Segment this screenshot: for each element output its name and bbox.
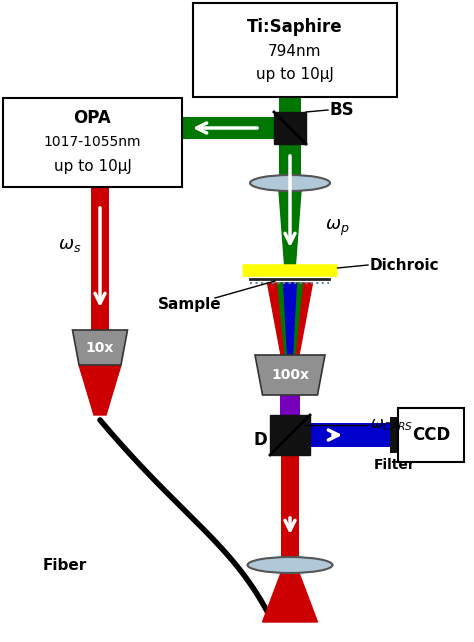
FancyBboxPatch shape: [398, 408, 464, 462]
Polygon shape: [79, 365, 121, 415]
Text: Dichroic: Dichroic: [370, 257, 439, 272]
Text: $\omega_s$: $\omega_s$: [58, 236, 82, 254]
Bar: [390, 417, 400, 453]
Polygon shape: [267, 283, 312, 355]
Text: 100x: 100x: [271, 368, 309, 382]
FancyBboxPatch shape: [3, 98, 182, 187]
Text: Sample: Sample: [158, 297, 222, 313]
Text: Ti:Saphire: Ti:Saphire: [247, 18, 343, 36]
Text: 10x: 10x: [86, 340, 114, 354]
Bar: [310, 423, 395, 447]
Bar: [180, 117, 290, 139]
FancyBboxPatch shape: [193, 3, 397, 97]
Polygon shape: [284, 283, 296, 355]
Bar: [279, 144, 301, 183]
Bar: [281, 455, 299, 557]
Text: 794nm: 794nm: [268, 44, 322, 60]
Polygon shape: [274, 112, 306, 144]
Ellipse shape: [247, 557, 332, 573]
Polygon shape: [279, 191, 301, 270]
Text: Filter: Filter: [374, 458, 416, 472]
Polygon shape: [73, 330, 128, 365]
Ellipse shape: [250, 175, 330, 191]
Polygon shape: [278, 283, 302, 355]
Text: D: D: [253, 431, 267, 449]
Text: 1017-1055nm: 1017-1055nm: [44, 135, 141, 149]
Text: BS: BS: [330, 101, 355, 119]
Bar: [91, 185, 109, 330]
Bar: [280, 395, 300, 430]
Text: $\omega_p$: $\omega_p$: [325, 218, 349, 238]
Text: up to 10μJ: up to 10μJ: [54, 159, 131, 173]
Text: up to 10μJ: up to 10μJ: [256, 67, 334, 83]
Text: CCD: CCD: [412, 426, 450, 444]
Polygon shape: [255, 355, 325, 395]
Text: $\omega_{CARS}$: $\omega_{CARS}$: [370, 417, 413, 433]
Polygon shape: [263, 573, 318, 622]
Bar: [279, 95, 301, 128]
Text: Fiber: Fiber: [43, 557, 87, 573]
Polygon shape: [270, 415, 310, 455]
Text: OPA: OPA: [73, 109, 111, 127]
